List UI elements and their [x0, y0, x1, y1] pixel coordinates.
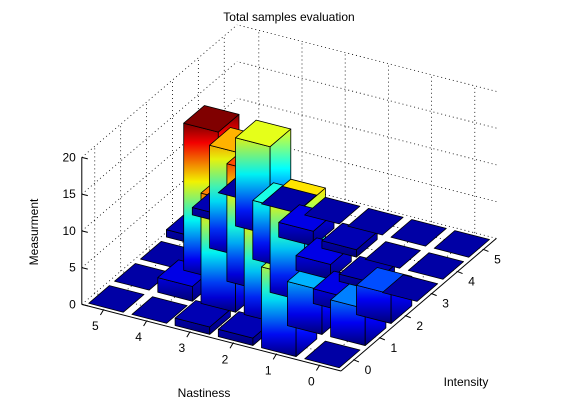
- x-tick-label: 1: [391, 341, 398, 355]
- y-tick-label: 0: [308, 374, 315, 388]
- y-tick: [143, 320, 148, 327]
- z-tick-label: 15: [62, 187, 76, 201]
- z-tick: [81, 156, 88, 160]
- x-axis-line: [340, 238, 497, 372]
- bar-top: [131, 296, 188, 324]
- y-tick-label: 5: [92, 319, 99, 333]
- z-tick-label: 10: [62, 224, 76, 238]
- z-tick-label: 5: [69, 261, 76, 275]
- grid-line: [224, 182, 484, 250]
- bar: [347, 207, 404, 236]
- bar: [304, 196, 361, 225]
- z-tick: [81, 193, 88, 197]
- x-tick-label: 0: [365, 363, 372, 377]
- x-tick-label: 3: [442, 297, 449, 311]
- x-tick-label: 2: [416, 319, 423, 333]
- x-tick: [457, 271, 463, 275]
- bar-top: [183, 105, 240, 133]
- y-tick: [229, 342, 234, 349]
- x-tick-label: 4: [468, 275, 475, 289]
- y-tick-label: 2: [222, 352, 229, 366]
- bar: [88, 285, 145, 313]
- bars-layer: [88, 105, 490, 369]
- bar-top: [347, 207, 404, 236]
- bar-top: [88, 285, 145, 313]
- x-tick-label: 5: [494, 252, 501, 266]
- bar-top: [390, 219, 447, 247]
- bar: [433, 230, 490, 258]
- bar-top: [304, 196, 361, 225]
- grid-line: [237, 134, 497, 203]
- bar: [131, 296, 188, 324]
- y-tick: [99, 309, 104, 316]
- grid-line: [237, 24, 497, 92]
- x-axis-label: Intensity: [444, 375, 489, 389]
- bar-top: [433, 230, 490, 258]
- bar: [304, 340, 361, 369]
- grid-line: [237, 97, 497, 166]
- bar: [278, 204, 335, 247]
- bar-top: [407, 252, 465, 280]
- x-tick: [353, 359, 360, 363]
- bar-top: [381, 274, 439, 302]
- x-tick: [431, 293, 437, 297]
- z-tick-label: 20: [62, 150, 76, 164]
- z-axis-label: Measurment: [27, 198, 41, 265]
- grid-line: [237, 171, 497, 239]
- grid-line: [198, 204, 458, 272]
- y-tick-label: 1: [265, 363, 272, 377]
- y-tick-label: 3: [178, 341, 185, 355]
- y-axis-line: [81, 303, 342, 372]
- bar-top: [235, 119, 292, 148]
- axes-layer: 0 5 10 15 20 0 1 2 3 4 5 0 1 2 3 4 5: [62, 150, 501, 388]
- y-axis-label: Nastiness: [178, 386, 231, 400]
- x-tick: [405, 315, 411, 319]
- grid-line: [237, 61, 497, 129]
- bar: [364, 241, 421, 269]
- y-tick: [272, 354, 277, 360]
- x-tick: [483, 248, 489, 252]
- grid-line: [94, 292, 355, 361]
- bar-top: [364, 241, 421, 269]
- bar: [390, 219, 447, 247]
- bar: [381, 274, 439, 302]
- z-tick: [81, 267, 88, 270]
- z-tick: [81, 230, 88, 233]
- y-tick-label: 4: [135, 330, 142, 344]
- y-tick: [315, 365, 320, 371]
- x-tick: [379, 337, 386, 341]
- chart-title: Total samples evaluation: [223, 10, 354, 24]
- bar-top: [304, 340, 361, 369]
- y-tick: [186, 331, 191, 338]
- z-tick-label: 0: [69, 297, 76, 311]
- bar: [407, 252, 465, 280]
